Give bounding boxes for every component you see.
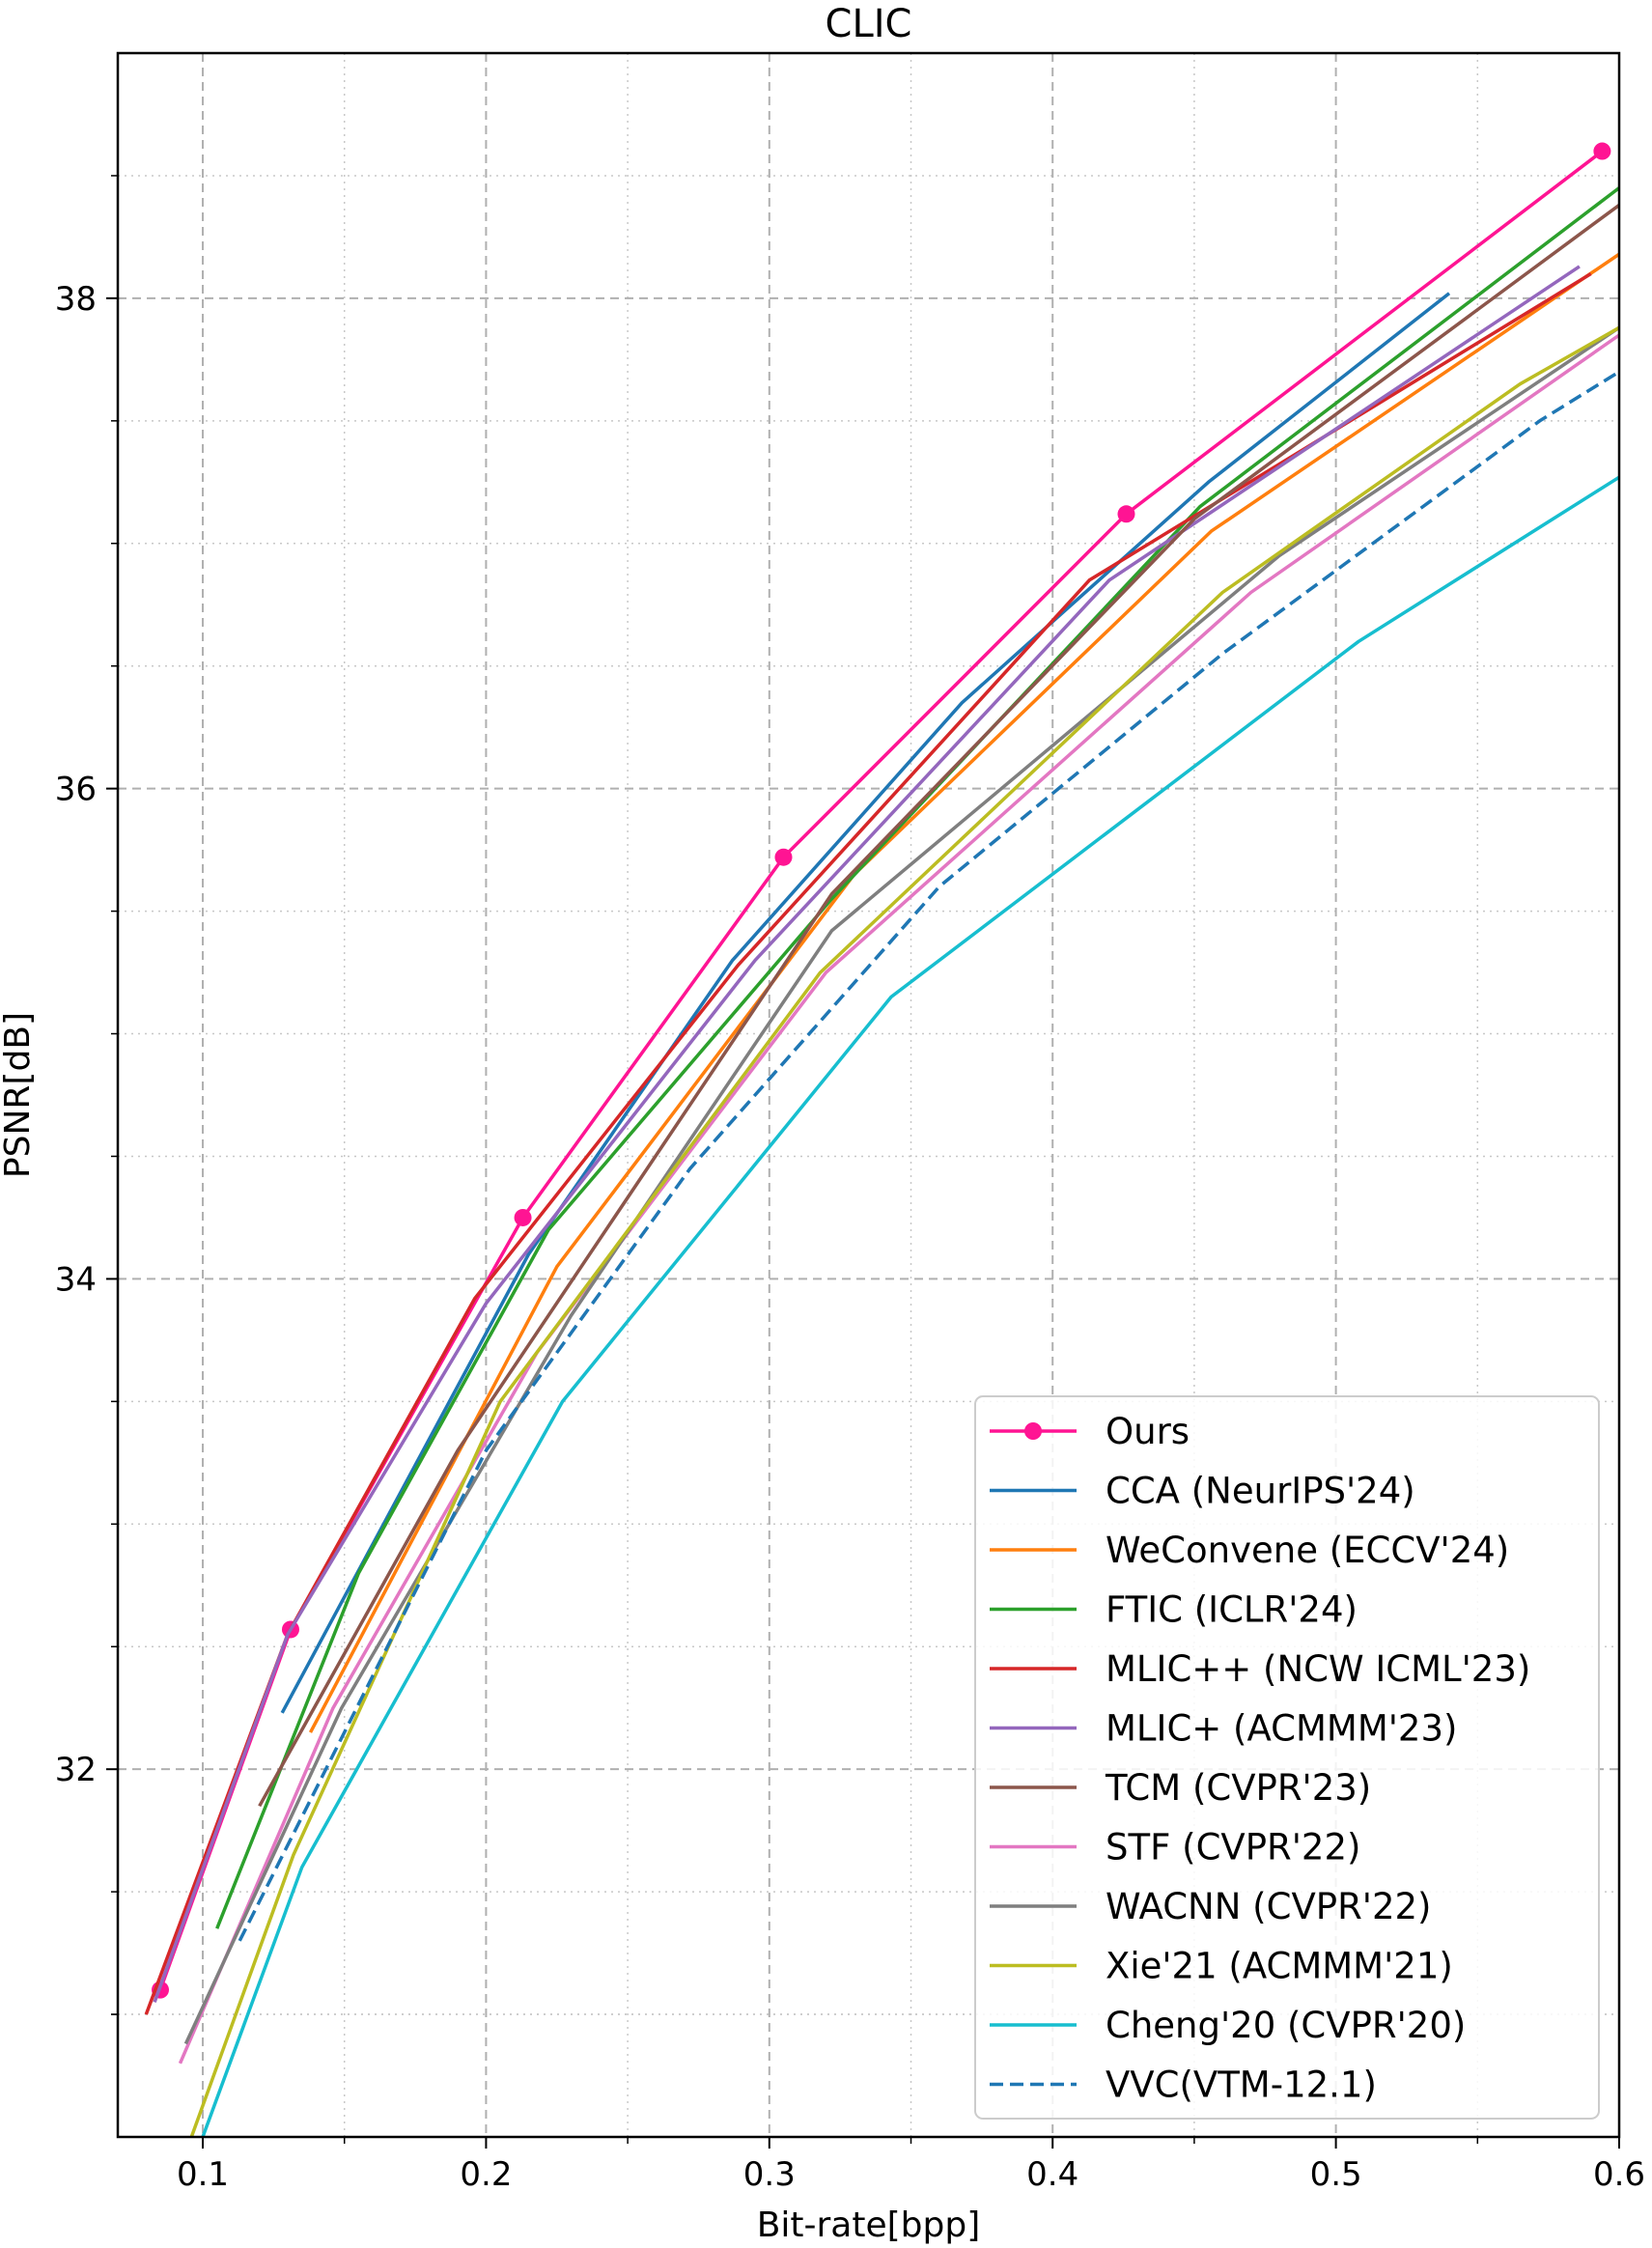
series-marker [774,848,793,866]
legend[interactable]: Ours CCA (NeurIPS'24) WeConvene (ECCV'24) F… [974,1395,1600,2120]
legend-label: Cheng'20 (CVPR'20) [1106,2005,1466,2046]
legend-label: VVC(VTM-12.1) [1106,2065,1377,2106]
y-tick-label: 34 [55,1260,97,1299]
x-tick-label: 0.3 [743,2155,796,2194]
x-tick-label: 0.1 [177,2155,229,2194]
x-axis-label: Bit-rate[bpp] [757,2206,981,2245]
legend-label: Xie'21 (ACMMM'21) [1106,1946,1453,1987]
legend-label: MLIC+ (ACMMM'23) [1106,1708,1457,1750]
series-line-7 [178,333,1619,2065]
legend-marker [1024,1422,1042,1440]
legend-label: MLIC++ (NCW ICML'23) [1106,1648,1530,1690]
legend-label: CCA (NeurIPS'24) [1106,1471,1415,1512]
series-line-3 [215,186,1619,1929]
series-line-6 [258,203,1619,1808]
y-axis-label: PSNR[dB] [0,1012,38,1178]
legend-label: WeConvene (ECCV'24) [1106,1530,1509,1571]
series-line-1 [280,292,1451,1714]
y-tick-label: 36 [55,771,97,809]
x-tick-label: 0.4 [1026,2155,1078,2194]
legend-box [974,1395,1600,2120]
chart-title: CLIC [826,2,912,46]
y-tick-label: 38 [55,280,97,319]
x-tick-label: 0.2 [460,2155,512,2194]
series-line-10 [201,475,1619,2137]
x-tick-label: 0.6 [1593,2155,1645,2194]
plot-frame [116,51,1621,2139]
series-line-11 [238,370,1619,1942]
legend-label: FTIC (ICLR'24) [1106,1589,1358,1631]
series-marker [514,1208,532,1226]
series-marker [1117,505,1135,523]
legend-label: Ours [1106,1411,1190,1452]
series-line-9 [189,325,1619,2137]
legend-label: WACNN (CVPR'22) [1106,1886,1431,1927]
legend-label: TCM (CVPR'23) [1105,1767,1371,1809]
x-tick-label: 0.5 [1310,2155,1362,2194]
series-lines [144,142,1619,2137]
series-line-8 [183,325,1619,2045]
legend-label: STF (CVPR'22) [1106,1827,1360,1869]
axis-ticks: 0.1 0.2 0.3 0.4 0.5 0.6 32 34 36 38 [55,175,1645,2194]
y-tick-label: 32 [55,1751,97,1789]
series-marker [1593,142,1611,160]
